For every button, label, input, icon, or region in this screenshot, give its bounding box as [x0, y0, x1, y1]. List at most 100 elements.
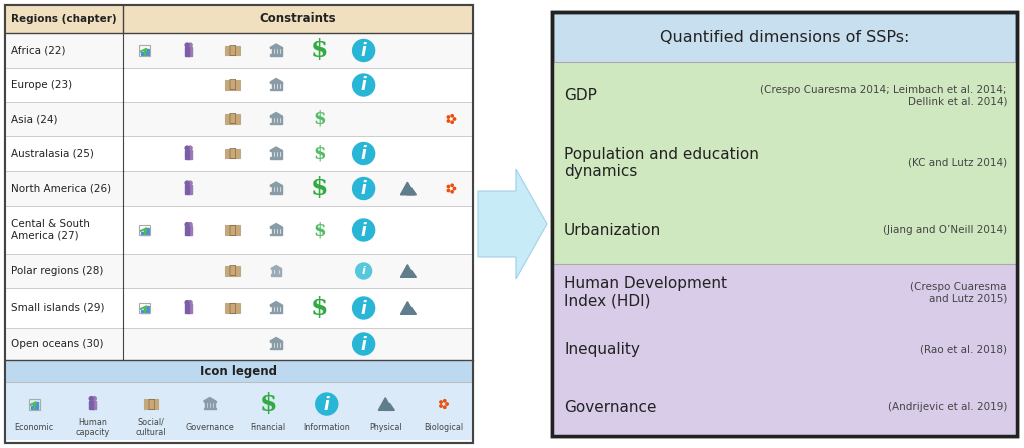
Bar: [274, 82, 275, 89]
Polygon shape: [478, 169, 547, 279]
Bar: [270, 305, 283, 306]
Bar: [271, 151, 272, 157]
Polygon shape: [400, 302, 415, 314]
Text: GDP: GDP: [564, 88, 597, 103]
Bar: [31, 406, 33, 409]
Circle shape: [185, 181, 189, 185]
Text: Social/
cultural: Social/ cultural: [136, 418, 167, 437]
Text: Economic: Economic: [14, 423, 54, 432]
Circle shape: [445, 403, 449, 405]
Bar: [270, 89, 282, 90]
Circle shape: [451, 184, 454, 186]
Bar: [270, 192, 282, 194]
Circle shape: [352, 142, 375, 164]
Bar: [270, 150, 283, 151]
FancyBboxPatch shape: [225, 80, 240, 90]
FancyBboxPatch shape: [5, 360, 473, 440]
Bar: [270, 185, 283, 186]
Bar: [271, 82, 272, 89]
Circle shape: [440, 405, 442, 407]
Polygon shape: [270, 44, 283, 47]
FancyBboxPatch shape: [225, 149, 240, 159]
Text: North America (26): North America (26): [11, 184, 112, 194]
Text: (Jiang and O’Neill 2014): (Jiang and O’Neill 2014): [883, 225, 1007, 235]
Circle shape: [454, 187, 456, 190]
Text: (KC and Lutz 2014): (KC and Lutz 2014): [908, 158, 1007, 168]
Circle shape: [352, 39, 375, 61]
Text: i: i: [361, 267, 366, 276]
Circle shape: [447, 185, 450, 188]
Bar: [278, 341, 279, 348]
Bar: [270, 312, 282, 314]
Polygon shape: [185, 47, 188, 56]
Bar: [278, 47, 279, 54]
Polygon shape: [270, 78, 283, 82]
Bar: [270, 47, 283, 48]
Text: Constraints: Constraints: [260, 13, 336, 26]
FancyBboxPatch shape: [552, 264, 1017, 436]
Circle shape: [443, 400, 446, 402]
Bar: [281, 116, 282, 123]
Bar: [141, 310, 143, 313]
Text: Governance: Governance: [185, 423, 234, 432]
Text: Biological: Biological: [424, 423, 463, 432]
Circle shape: [352, 333, 375, 355]
Circle shape: [92, 396, 96, 401]
Bar: [270, 123, 282, 125]
Bar: [214, 401, 215, 408]
Bar: [270, 157, 282, 159]
Text: $: $: [313, 221, 327, 239]
Polygon shape: [270, 112, 283, 116]
Bar: [271, 341, 272, 348]
FancyBboxPatch shape: [225, 114, 240, 124]
Bar: [281, 305, 282, 312]
Bar: [274, 185, 275, 192]
FancyBboxPatch shape: [144, 399, 159, 409]
Text: Asia (24): Asia (24): [11, 114, 57, 124]
Text: Africa (22): Africa (22): [11, 46, 66, 56]
Text: i: i: [360, 300, 367, 318]
Bar: [147, 306, 150, 313]
Bar: [281, 185, 282, 192]
Text: Quantified dimensions of SSPs:: Quantified dimensions of SSPs:: [659, 30, 909, 44]
Polygon shape: [185, 227, 188, 236]
Circle shape: [188, 146, 193, 150]
FancyBboxPatch shape: [552, 12, 1017, 436]
Circle shape: [352, 297, 375, 319]
Polygon shape: [400, 265, 415, 277]
Polygon shape: [407, 188, 417, 195]
Circle shape: [447, 120, 450, 122]
Bar: [271, 116, 272, 123]
Bar: [34, 405, 36, 409]
Text: (Rao et al. 2018): (Rao et al. 2018): [920, 345, 1007, 355]
Circle shape: [454, 118, 456, 120]
FancyBboxPatch shape: [5, 33, 473, 68]
Bar: [274, 116, 275, 123]
Circle shape: [352, 74, 375, 96]
Polygon shape: [270, 182, 283, 185]
Text: Information: Information: [303, 423, 350, 432]
Text: i: i: [360, 42, 367, 60]
Bar: [278, 227, 279, 234]
Bar: [278, 82, 279, 89]
Text: i: i: [360, 145, 367, 163]
Text: i: i: [324, 396, 330, 414]
Text: $: $: [259, 392, 278, 416]
Circle shape: [447, 116, 450, 118]
Text: Regions (chapter): Regions (chapter): [11, 14, 117, 24]
Bar: [141, 52, 143, 55]
Text: ✋: ✋: [147, 397, 155, 410]
Text: Governance: Governance: [564, 400, 656, 415]
Polygon shape: [89, 401, 93, 409]
Polygon shape: [270, 302, 283, 305]
Bar: [274, 47, 275, 54]
Circle shape: [188, 181, 193, 185]
Bar: [274, 151, 275, 157]
Polygon shape: [188, 47, 193, 56]
Circle shape: [185, 301, 189, 305]
Bar: [278, 185, 279, 192]
Bar: [278, 305, 279, 312]
Bar: [281, 227, 282, 234]
Bar: [271, 227, 272, 234]
Text: $: $: [311, 296, 329, 320]
